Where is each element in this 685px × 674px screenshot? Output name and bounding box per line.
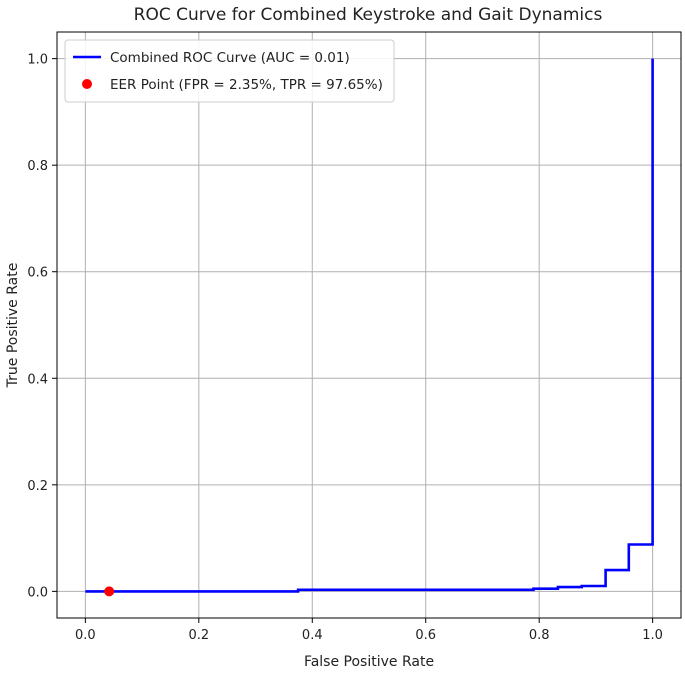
x-tick-label: 0.0 — [75, 628, 96, 643]
legend: Combined ROC Curve (AUC = 0.01) EER Point… — [64, 39, 395, 103]
legend-entry-label: EER Point (FPR = 2.35%, TPR = 97.65%) — [110, 77, 383, 93]
y-tick-label: 0.2 — [27, 479, 48, 494]
grid — [57, 32, 681, 618]
y-tick-label: 0.0 — [27, 585, 48, 600]
roc-curve-line — [85, 58, 654, 593]
y-axis-label: True Positive Rate — [5, 263, 21, 389]
x-tick-label: 0.8 — [529, 628, 550, 643]
legend-box — [64, 39, 395, 103]
y-tick-label: 0.4 — [27, 372, 48, 387]
chart-title: ROC Curve for Combined Keystroke and Gai… — [134, 5, 603, 25]
x-tick-label: 0.2 — [188, 628, 209, 643]
x-tick-label: 0.6 — [415, 628, 436, 643]
ticks: 0.0 0.2 0.4 0.6 0.8 1.0 0.0 0.2 0.4 0.6 0.8 1.0 — [27, 53, 663, 643]
y-tick-label: 1.0 — [27, 53, 48, 68]
x-tick-label: 1.0 — [642, 628, 663, 643]
y-tick-label: 0.6 — [27, 266, 48, 281]
y-tick-label: 0.8 — [27, 159, 48, 174]
eer-point — [104, 586, 115, 597]
legend-point-swatch — [82, 79, 92, 89]
x-axis-label: False Positive Rate — [304, 654, 434, 670]
series-layer — [85, 58, 654, 597]
plot-frame — [56, 31, 682, 619]
legend-entry-label: Combined ROC Curve (AUC = 0.01) — [110, 50, 350, 66]
x-tick-label: 0.4 — [302, 628, 323, 643]
